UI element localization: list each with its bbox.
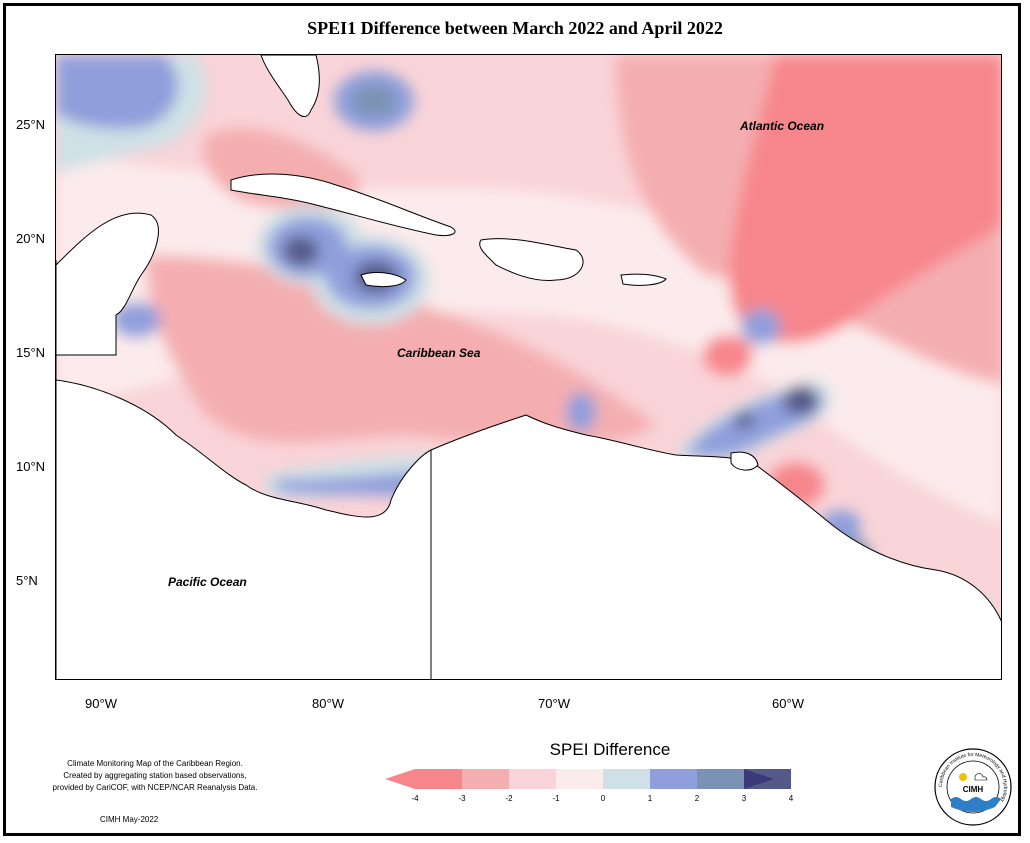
lon-label-60w: 60°W [772, 696, 804, 711]
legend-tick-label: -3 [458, 794, 466, 803]
land-yucatan [56, 212, 159, 356]
cloud-icon [974, 773, 988, 781]
legend-tick-label: 1 [647, 794, 653, 803]
legend-tick-label: 0 [600, 794, 606, 803]
legend-title: SPEI Difference [549, 740, 671, 759]
credit-text: Climate Monitoring Map of the Caribbean … [20, 758, 290, 794]
legend-tick-label: -1 [552, 794, 560, 803]
spei-zone-martinique [741, 309, 781, 345]
lat-label-25n: 25°N [16, 117, 46, 132]
lon-label-80w: 80°W [312, 696, 344, 711]
land-cuba [230, 173, 456, 236]
legend-cell [462, 769, 509, 789]
sun-icon [959, 773, 967, 781]
lat-label-20n: 20°N [16, 231, 46, 246]
spei-zone-aruba [566, 392, 596, 432]
label-caribbean-sea: Caribbean Sea [397, 346, 481, 360]
credit-date: CIMH May-2022 [100, 815, 159, 824]
credit-line-1: Climate Monitoring Map of the Caribbean … [67, 759, 243, 768]
label-pacific-ocean: Pacific Ocean [168, 575, 247, 589]
spei-zone-trinidad-red [703, 335, 753, 375]
legend-colorbar [385, 769, 791, 789]
legend-tick-label: 4 [788, 794, 794, 803]
spei-zone-jamaica-core [283, 236, 319, 266]
land-puerto-rico [620, 273, 667, 286]
legend-cell [650, 769, 697, 789]
spei-zone-strong-negative [729, 55, 1001, 344]
legend-tick-label: -2 [505, 794, 513, 803]
spei-map-svg [56, 55, 1001, 679]
figure-frame [3, 3, 1021, 836]
legend-cell [509, 769, 556, 789]
spei-zone-panama [276, 470, 427, 497]
credit-line-3: provided by CariCOF, with NCEP/NCAR Rean… [52, 783, 258, 792]
label-atlantic-ocean: Atlantic Ocean [740, 119, 825, 133]
map-panel [55, 54, 1002, 680]
land-trinidad [730, 451, 759, 471]
spei-zone-nw [56, 55, 178, 130]
legend-cell [415, 769, 462, 789]
legend-arrow-left [385, 769, 415, 789]
legend-cell [556, 769, 603, 789]
logo-text: CIMH [963, 785, 984, 794]
legend-cell [603, 769, 650, 789]
lat-label-5n: 5°N [16, 573, 38, 588]
legend-arrow-right [744, 769, 774, 789]
cimh-logo: Caribbean Institute for Meteorology and … [934, 748, 1012, 826]
legend-cell [697, 769, 744, 789]
spei-zone-grenada-core [734, 412, 754, 428]
wave-icon [951, 797, 1001, 812]
lat-label-10n: 10°N [16, 459, 46, 474]
land-jamaica [360, 272, 407, 288]
spei-zone-bahamas-core [352, 85, 396, 117]
lon-label-70w: 70°W [538, 696, 570, 711]
lat-label-15n: 15°N [16, 345, 46, 360]
land-hispaniola [479, 238, 584, 281]
map-title: SPEI1 Difference between March 2022 and … [307, 18, 723, 38]
land-central-america [56, 260, 437, 679]
spei-zone-honduras [111, 302, 161, 338]
credit-line-2: Created by aggregating station based obs… [63, 771, 247, 780]
legend-tick-label: 3 [741, 794, 747, 803]
legend-tick-label: 2 [694, 794, 700, 803]
lon-label-90w: 90°W [85, 696, 117, 711]
legend-tick-label: -4 [411, 794, 419, 803]
spei-zone-barbados-core [783, 385, 819, 415]
spei-zone-caribbean [146, 255, 656, 445]
land-florida [260, 55, 320, 117]
